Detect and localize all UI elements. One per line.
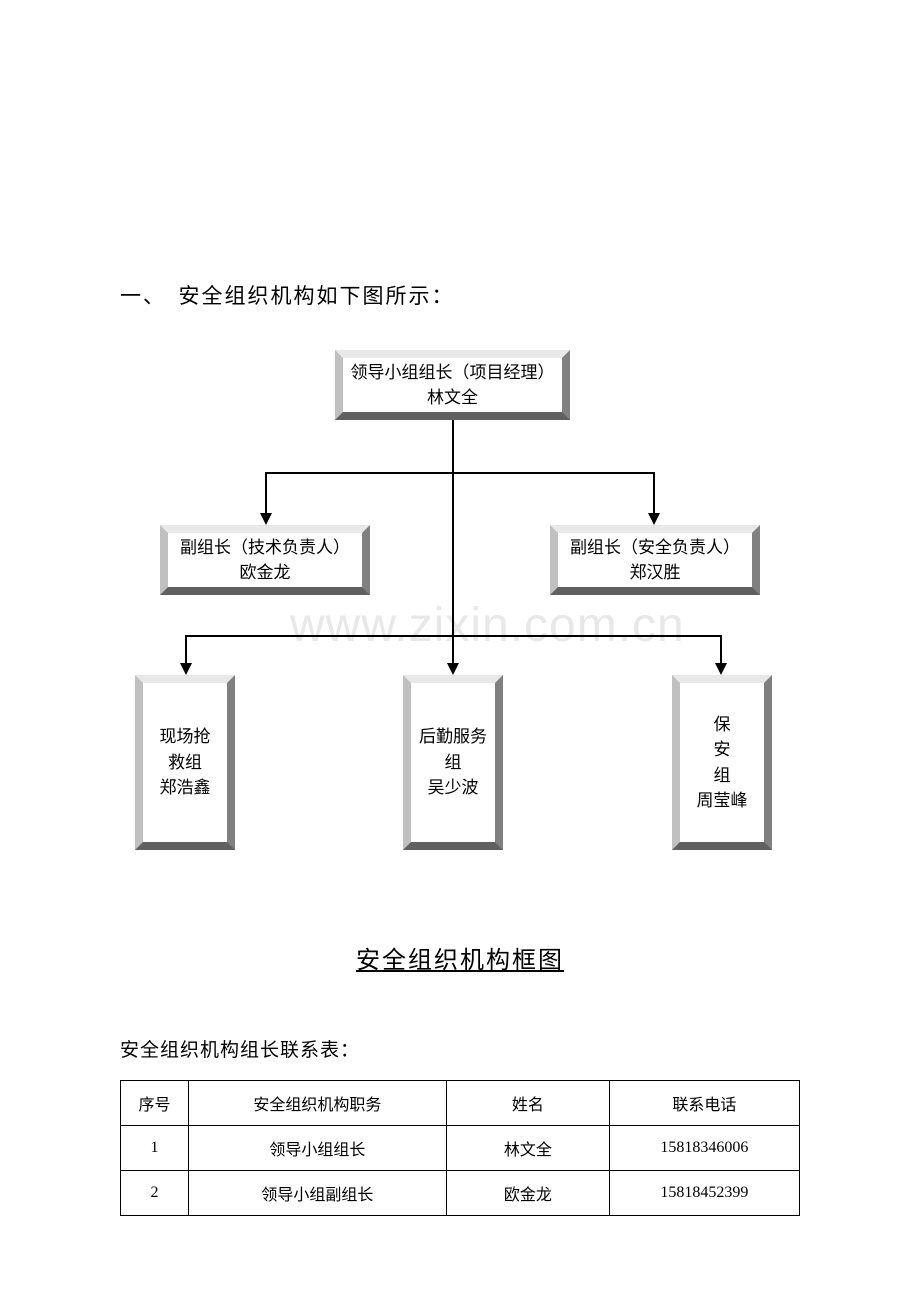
table-cell: 领导小组副组长: [188, 1171, 446, 1216]
table-row: 2 领导小组副组长 欧金龙 15818452399: [121, 1171, 800, 1216]
table-cell: 15818346006: [609, 1126, 799, 1171]
node-logistics-line2: 组: [445, 750, 462, 776]
node-security-line3: 组: [714, 763, 731, 789]
node-security-line4: 周莹峰: [697, 788, 748, 814]
node-security-line2: 安: [714, 737, 731, 763]
table-header-row: 序号 安全组织机构职务 姓名 联系电话: [121, 1081, 800, 1126]
connector-line: [452, 420, 454, 663]
node-deputy-safety-name: 郑汉胜: [630, 560, 681, 586]
diagram-caption: 安全组织机构框图: [120, 940, 800, 975]
node-logistics-line1: 后勤服务: [419, 724, 487, 750]
connector-arrow: [648, 513, 660, 525]
table-cell: 欧金龙: [446, 1171, 609, 1216]
node-rescue-line2: 救组: [168, 750, 202, 776]
table-header-cell: 姓名: [446, 1081, 609, 1126]
table-cell: 1: [121, 1126, 189, 1171]
node-security-team: 保 安 组 周莹峰: [672, 675, 772, 850]
connector-line: [720, 635, 722, 663]
node-logistics-line3: 吴少波: [428, 775, 479, 801]
connector-line: [265, 472, 267, 513]
table-title: 安全组织机构组长联系表：: [120, 1035, 800, 1062]
watermark-text: www.zixin.com.cn: [290, 598, 685, 653]
connector-line: [653, 472, 655, 513]
table-header-cell: 安全组织机构职务: [188, 1081, 446, 1126]
connector-arrow: [260, 513, 272, 525]
connector-line: [185, 635, 722, 637]
table-cell: 15818452399: [609, 1171, 799, 1216]
table-row: 1 领导小组组长 林文全 15818346006: [121, 1126, 800, 1171]
node-deputy-safety-title: 副组长（安全负责人）: [570, 535, 740, 561]
table-header-cell: 序号: [121, 1081, 189, 1126]
node-rescue-line1: 现场抢: [160, 724, 211, 750]
table-header-cell: 联系电话: [609, 1081, 799, 1126]
connector-line: [185, 635, 187, 663]
node-rescue-line3: 郑浩鑫: [160, 775, 211, 801]
contact-table: 序号 安全组织机构职务 姓名 联系电话 1 领导小组组长 林文全 1581834…: [120, 1080, 800, 1216]
node-deputy-tech: 副组长（技术负责人） 欧金龙: [160, 525, 370, 595]
node-deputy-tech-name: 欧金龙: [240, 560, 291, 586]
node-logistics-team: 后勤服务 组 吴少波: [403, 675, 503, 850]
connector-arrow: [447, 663, 459, 675]
table-cell: 领导小组组长: [188, 1126, 446, 1171]
connector-arrow: [715, 663, 727, 675]
table-cell: 林文全: [446, 1126, 609, 1171]
node-leader-title: 领导小组组长（项目经理）: [351, 360, 555, 386]
node-rescue-team: 现场抢 救组 郑浩鑫: [135, 675, 235, 850]
node-leader-name: 林文全: [427, 385, 478, 411]
node-security-line1: 保: [714, 712, 731, 738]
connector-line: [265, 472, 655, 474]
node-leader: 领导小组组长（项目经理） 林文全: [335, 350, 570, 420]
org-chart-diagram: www.zixin.com.cn 领导小组组长（项目经理） 林文全 副组长（技术…: [120, 350, 800, 920]
node-deputy-safety: 副组长（安全负责人） 郑汉胜: [550, 525, 760, 595]
connector-arrow: [180, 663, 192, 675]
section-heading: 一、 安全组织机构如下图所示：: [120, 280, 800, 310]
node-deputy-tech-title: 副组长（技术负责人）: [180, 535, 350, 561]
table-cell: 2: [121, 1171, 189, 1216]
